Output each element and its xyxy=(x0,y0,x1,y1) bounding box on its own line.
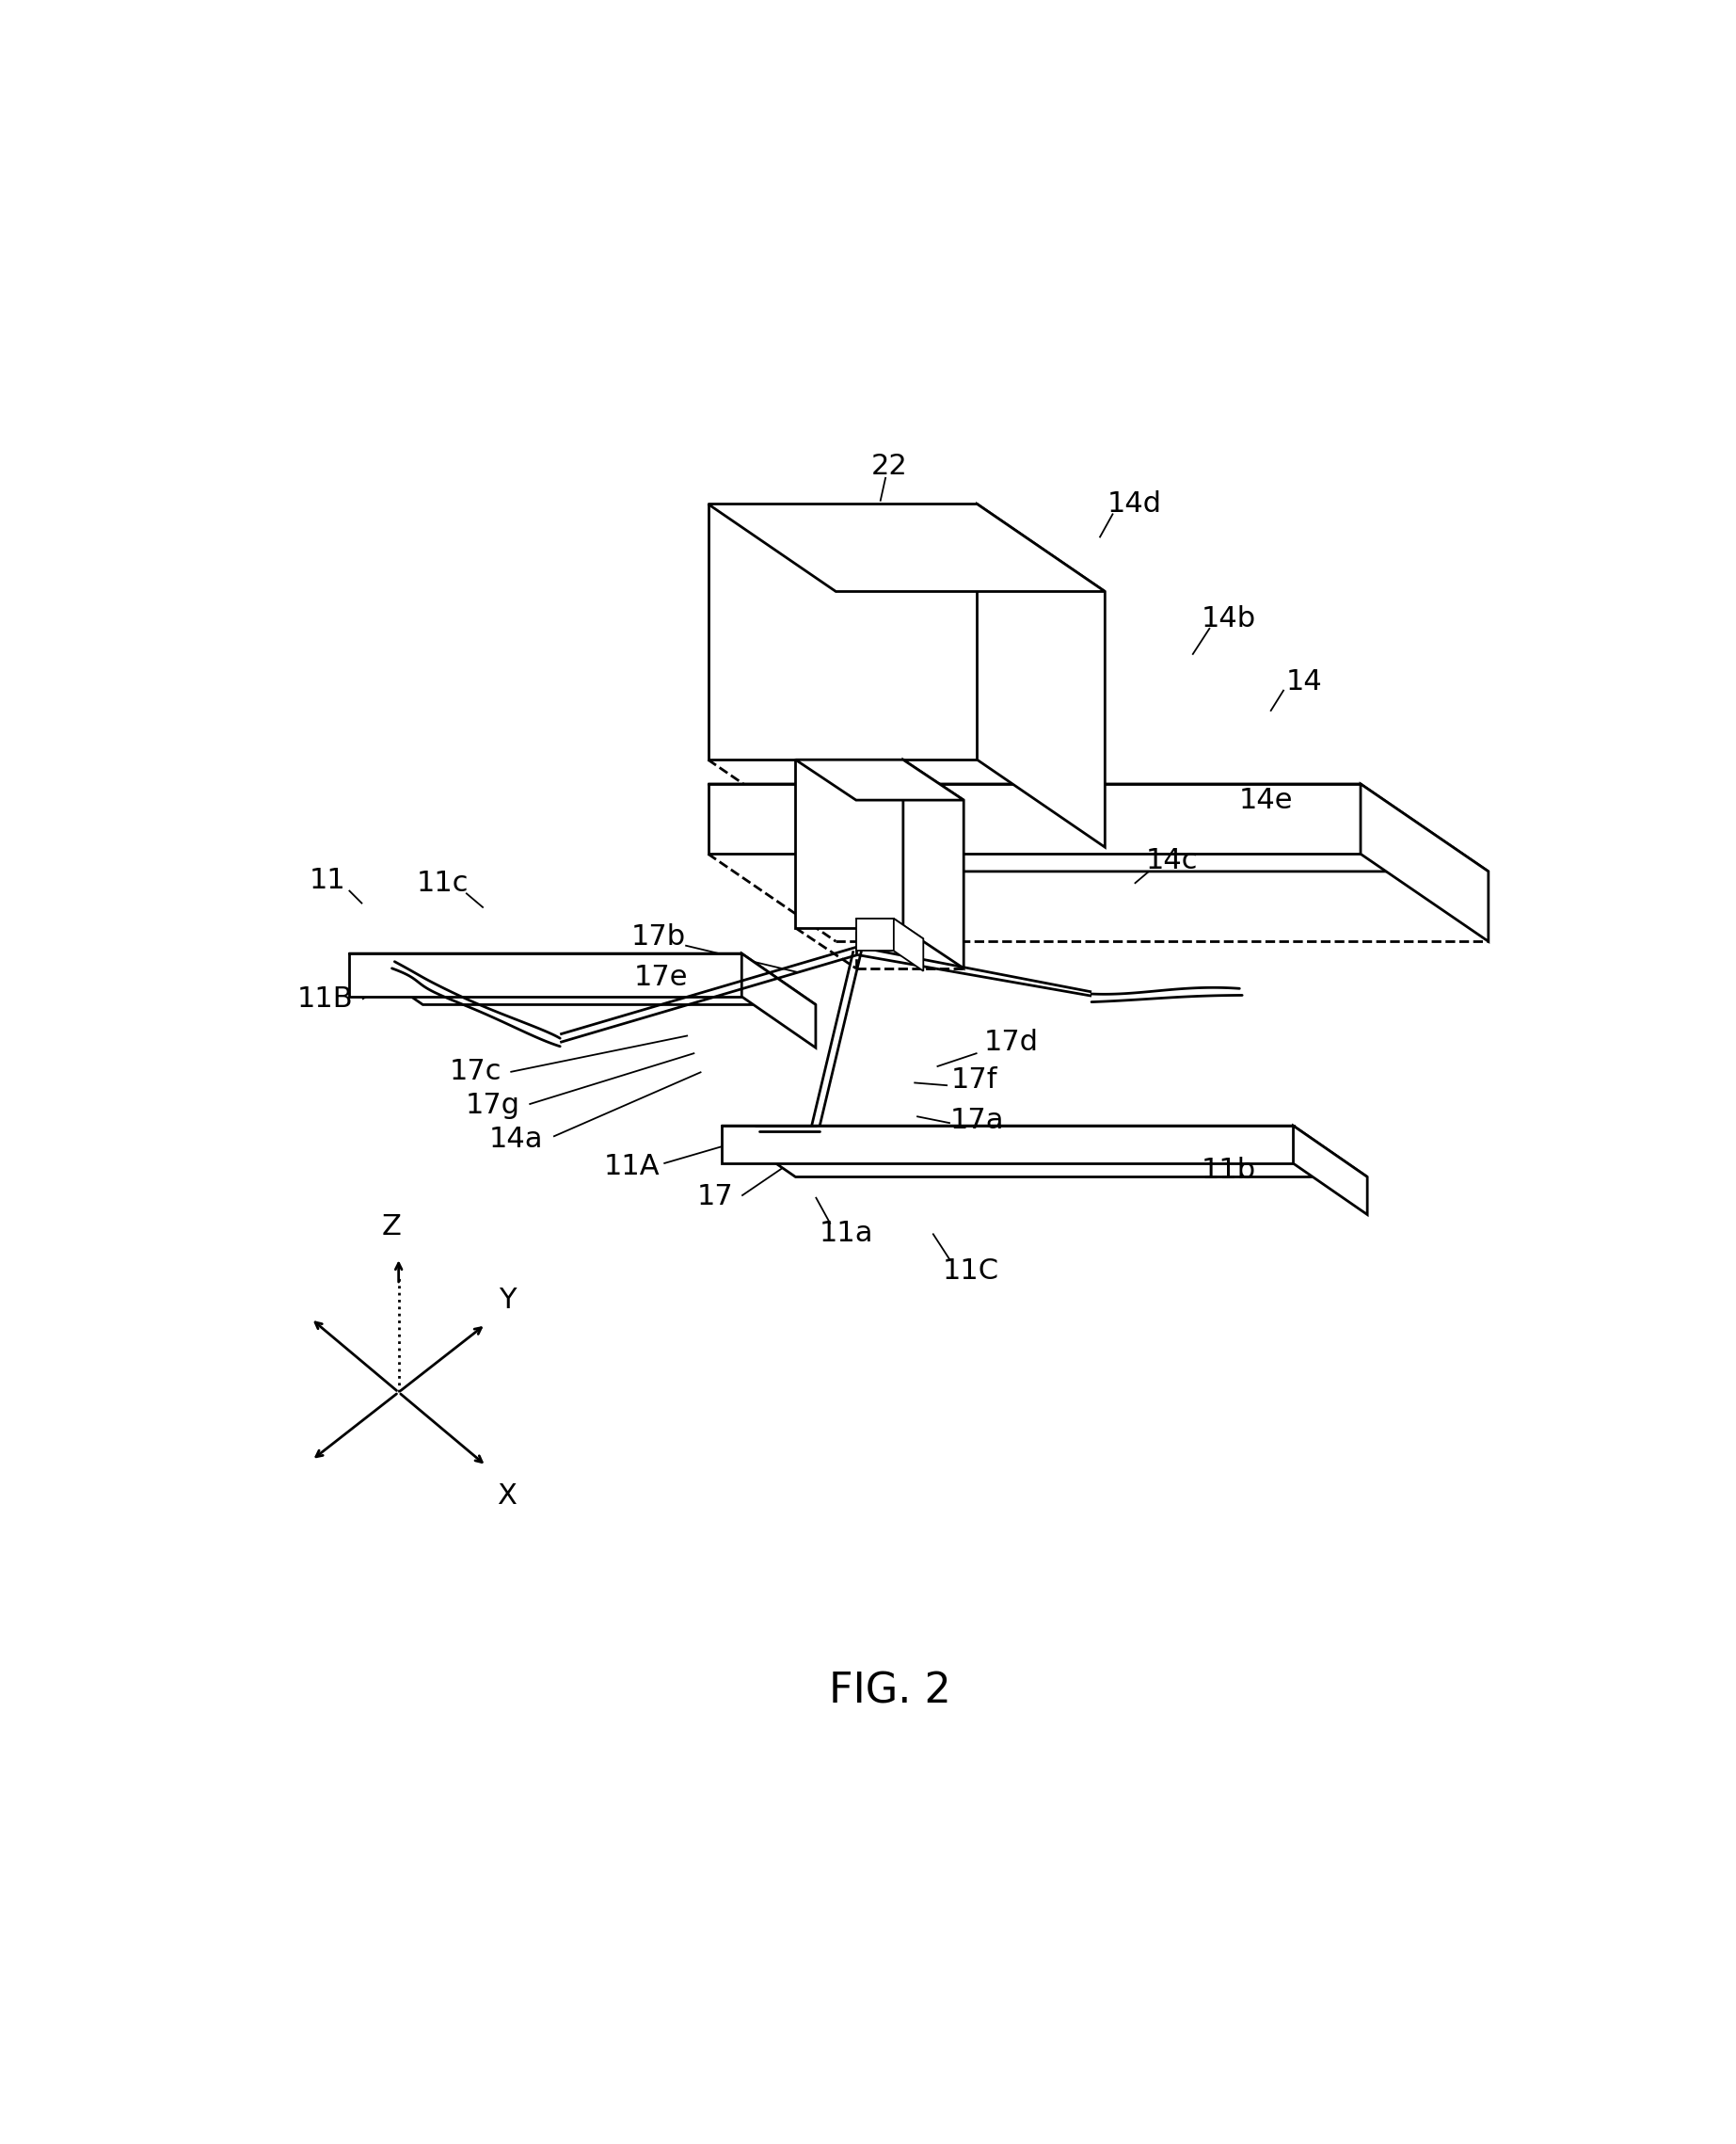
Text: 14d: 14d xyxy=(1108,491,1161,517)
Text: 11B: 11B xyxy=(297,986,352,1012)
Polygon shape xyxy=(349,954,741,997)
Text: 17c: 17c xyxy=(450,1059,502,1085)
Text: 17e: 17e xyxy=(634,965,687,991)
Text: 17a: 17a xyxy=(950,1106,1003,1134)
Text: 14: 14 xyxy=(1286,669,1323,695)
Text: 14a: 14a xyxy=(488,1126,543,1153)
Polygon shape xyxy=(856,918,924,939)
Text: 17d: 17d xyxy=(984,1029,1038,1057)
Text: 11: 11 xyxy=(309,866,345,894)
Text: 22: 22 xyxy=(871,452,908,480)
Polygon shape xyxy=(708,785,1488,870)
Text: Z: Z xyxy=(382,1214,401,1239)
Text: 14b: 14b xyxy=(1201,605,1257,632)
Polygon shape xyxy=(741,954,816,1048)
Text: 11a: 11a xyxy=(819,1220,873,1248)
Text: 14c: 14c xyxy=(1146,847,1198,875)
Text: FIG. 2: FIG. 2 xyxy=(828,1670,951,1711)
Polygon shape xyxy=(1361,785,1488,941)
Text: 17g: 17g xyxy=(465,1091,521,1119)
Polygon shape xyxy=(708,785,1361,853)
Polygon shape xyxy=(894,918,924,971)
Text: Y: Y xyxy=(498,1286,516,1314)
Polygon shape xyxy=(903,759,963,969)
Polygon shape xyxy=(795,759,963,800)
Polygon shape xyxy=(795,759,903,928)
Text: 14e: 14e xyxy=(1240,787,1293,815)
Text: 11A: 11A xyxy=(604,1153,660,1179)
Text: 11c: 11c xyxy=(417,870,469,896)
Polygon shape xyxy=(708,504,1104,592)
Polygon shape xyxy=(349,954,816,1006)
Polygon shape xyxy=(856,918,894,950)
Text: 17b: 17b xyxy=(630,924,686,952)
Text: 17: 17 xyxy=(696,1183,733,1211)
Polygon shape xyxy=(722,1126,1368,1177)
Polygon shape xyxy=(722,1126,1293,1164)
Text: 17f: 17f xyxy=(951,1066,998,1093)
Polygon shape xyxy=(708,504,977,759)
Text: 11b: 11b xyxy=(1201,1156,1257,1183)
Polygon shape xyxy=(1293,1126,1368,1216)
Text: X: X xyxy=(496,1482,517,1509)
Polygon shape xyxy=(977,504,1104,847)
Text: 11C: 11C xyxy=(943,1259,998,1284)
